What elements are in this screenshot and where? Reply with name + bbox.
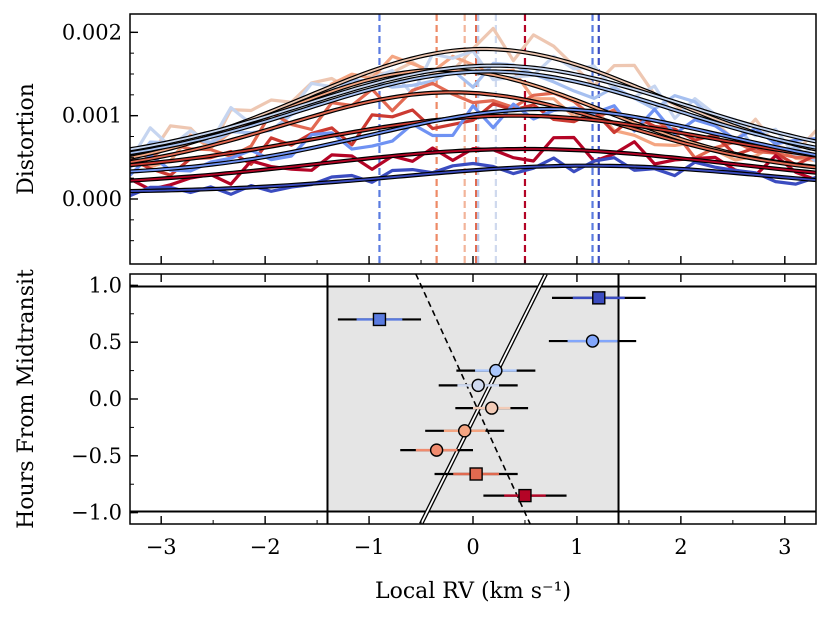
- top-ticks: 0.000 0.001 0.002: [62, 20, 786, 264]
- rv-points: [337, 291, 646, 503]
- transit-region: [130, 274, 816, 524]
- model-curve: [130, 91, 816, 169]
- rv-point-circle: [485, 401, 499, 415]
- top-ylabel: Distortion: [14, 83, 39, 195]
- bottom-xtick-label: −1: [354, 535, 385, 559]
- top-ytick-label: 0.000: [62, 187, 122, 211]
- rv-point-square: [518, 488, 532, 503]
- rv-point-square: [372, 312, 387, 327]
- top-ytick-label: 0.001: [62, 104, 122, 128]
- rv-point-circle: [471, 378, 485, 393]
- bottom-xtick-label: 1: [570, 535, 583, 559]
- bottom-ytick-label: −1.0: [71, 501, 122, 525]
- rv-panel: −3 −2 −1 0 1 2 3 −1.0 −0.5 0.0 0.5 1.0 Local RV (km…: [14, 269, 817, 604]
- bottom-xtick-label: −3: [146, 535, 177, 559]
- model-curve: [130, 164, 816, 192]
- rv-point-circle: [489, 363, 503, 378]
- distortion-models: [130, 46, 816, 194]
- top-ytick-label: 0.002: [62, 20, 122, 44]
- distortion-panel: 0.000 0.001 0.002 Distortion: [14, 13, 817, 265]
- bottom-xtick-label: −2: [250, 535, 281, 559]
- rv-point-square: [592, 291, 606, 305]
- model-curve: [130, 108, 816, 173]
- bottom-ytick-label: 0.5: [89, 330, 122, 354]
- dashed-model-line: [415, 274, 531, 524]
- bottom-ytick-label: −0.5: [71, 444, 122, 468]
- model-curve: [130, 114, 816, 166]
- model-curve: [130, 70, 816, 154]
- rv-point-circle: [429, 443, 444, 457]
- model-curve: [130, 148, 816, 182]
- rv-point-circle: [585, 334, 600, 348]
- bottom-xtick-label: 0: [466, 535, 479, 559]
- bottom-xtick-label: 2: [674, 535, 687, 559]
- bottom-ticks: −3 −2 −1 0 1 2 3 −1.0 −0.5 0.0 0.5 1.0: [71, 273, 792, 559]
- rv-models: [415, 274, 548, 524]
- solid-model-line: [420, 274, 547, 524]
- bottom-ytick-label: 0.0: [89, 387, 122, 411]
- bottom-ytick-label: 1.0: [89, 273, 122, 297]
- bottom-ylabel: Hours From Midtransit: [14, 269, 39, 529]
- model-curve: [130, 64, 816, 151]
- rv-point-circle: [457, 424, 472, 438]
- rv-point-square: [469, 467, 483, 481]
- midtransit-markers: [378, 14, 600, 264]
- bottom-xtick-label: 3: [778, 535, 791, 559]
- bottom-xlabel: Local RV (km s⁻¹): [375, 579, 571, 604]
